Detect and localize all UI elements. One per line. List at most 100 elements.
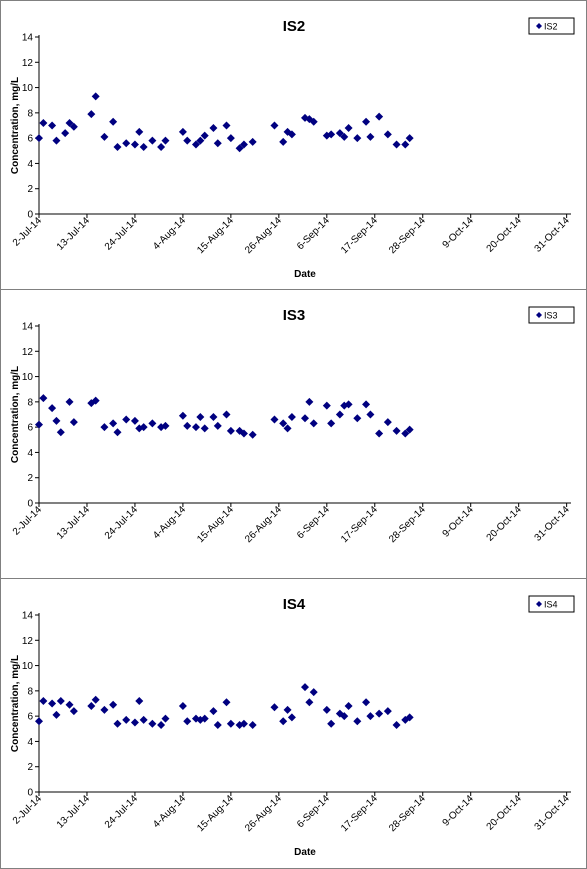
y-tick-label: 0 xyxy=(27,210,33,221)
data-point xyxy=(122,715,131,724)
data-point xyxy=(270,121,279,130)
data-point xyxy=(113,719,122,728)
data-point xyxy=(283,705,292,714)
data-point xyxy=(52,416,61,425)
data-point xyxy=(39,394,48,403)
y-tick-label: 0 xyxy=(27,499,33,510)
data-point xyxy=(392,140,401,149)
data-point xyxy=(322,705,331,714)
data-point xyxy=(87,702,96,711)
data-point xyxy=(375,429,384,438)
data-point xyxy=(196,136,205,145)
data-point xyxy=(383,707,392,716)
data-point xyxy=(139,423,148,432)
data-point xyxy=(226,426,235,435)
data-point xyxy=(48,404,57,413)
chart-title: IS2 xyxy=(283,18,306,35)
data-point xyxy=(322,401,331,410)
data-point xyxy=(327,130,336,139)
data-point xyxy=(405,425,414,434)
data-point xyxy=(130,718,139,727)
x-tick-label: 13-Jul-14 xyxy=(55,504,93,542)
y-tick-label: 12 xyxy=(22,58,34,69)
x-tick-label: 26-Aug-14 xyxy=(243,215,284,256)
data-point xyxy=(130,416,139,425)
data-point xyxy=(405,134,414,143)
data-point xyxy=(48,699,57,708)
chart-title: IS3 xyxy=(283,307,306,324)
data-point xyxy=(91,396,100,405)
x-tick-label: 20-Oct-14 xyxy=(485,504,525,544)
data-point xyxy=(309,688,318,697)
data-point xyxy=(401,140,410,149)
data-point xyxy=(191,140,200,149)
data-point xyxy=(200,424,209,433)
data-point xyxy=(191,714,200,723)
data-point xyxy=(135,127,144,136)
y-tick-label: 4 xyxy=(27,448,33,459)
data-point xyxy=(309,117,318,126)
data-point xyxy=(161,421,170,430)
x-tick-label: 28-Sep-14 xyxy=(387,215,428,256)
data-point xyxy=(148,719,157,728)
data-point xyxy=(353,134,362,143)
legend-label: IS3 xyxy=(544,311,558,321)
y-tick-label: 12 xyxy=(22,636,34,647)
data-point xyxy=(139,715,148,724)
data-point xyxy=(279,419,288,428)
y-tick-label: 14 xyxy=(22,322,34,333)
y-tick-label: 10 xyxy=(22,661,34,672)
data-point xyxy=(100,705,109,714)
data-point xyxy=(113,428,122,437)
data-point xyxy=(52,710,61,719)
data-point xyxy=(366,132,375,141)
y-tick-label: 10 xyxy=(22,83,34,94)
data-point xyxy=(239,429,248,438)
data-point xyxy=(178,127,187,136)
y-tick-label: 6 xyxy=(27,712,33,723)
data-point xyxy=(213,720,222,729)
legend-label: IS4 xyxy=(544,600,558,610)
x-tick-label: 31-Oct-14 xyxy=(533,793,573,833)
y-axis-label: Concentration, mg/L xyxy=(10,77,21,174)
y-tick-label: 4 xyxy=(27,159,33,170)
data-point xyxy=(279,137,288,146)
data-point xyxy=(209,124,218,133)
data-point xyxy=(122,415,131,424)
data-point xyxy=(200,131,209,140)
data-point xyxy=(91,695,100,704)
data-point xyxy=(52,136,61,145)
data-point xyxy=(183,421,192,430)
x-tick-label: 17-Sep-14 xyxy=(339,215,380,256)
legend-marker xyxy=(536,601,542,607)
data-point xyxy=(56,696,65,705)
x-tick-label: 20-Oct-14 xyxy=(485,793,525,833)
data-point xyxy=(69,418,78,427)
data-point xyxy=(235,426,244,435)
data-point xyxy=(366,712,375,721)
legend-marker xyxy=(536,23,542,29)
x-tick-label: 15-Aug-14 xyxy=(195,215,236,256)
data-point xyxy=(161,136,170,145)
data-point xyxy=(405,713,414,722)
data-point xyxy=(235,144,244,153)
data-point xyxy=(209,413,218,422)
data-point xyxy=(39,118,48,127)
data-point xyxy=(362,698,371,707)
data-point xyxy=(362,400,371,409)
data-point xyxy=(270,415,279,424)
data-point xyxy=(383,130,392,139)
data-point xyxy=(157,720,166,729)
y-axis-label: Concentration, mg/L xyxy=(10,366,21,463)
y-tick-label: 10 xyxy=(22,372,34,383)
data-point xyxy=(196,413,205,422)
data-point xyxy=(213,139,222,148)
x-tick-label: 26-Aug-14 xyxy=(243,504,284,545)
data-point xyxy=(69,707,78,716)
legend: IS3 xyxy=(528,306,575,324)
data-point xyxy=(191,423,200,432)
data-point xyxy=(87,110,96,119)
data-point xyxy=(309,419,318,428)
data-point xyxy=(344,400,353,409)
